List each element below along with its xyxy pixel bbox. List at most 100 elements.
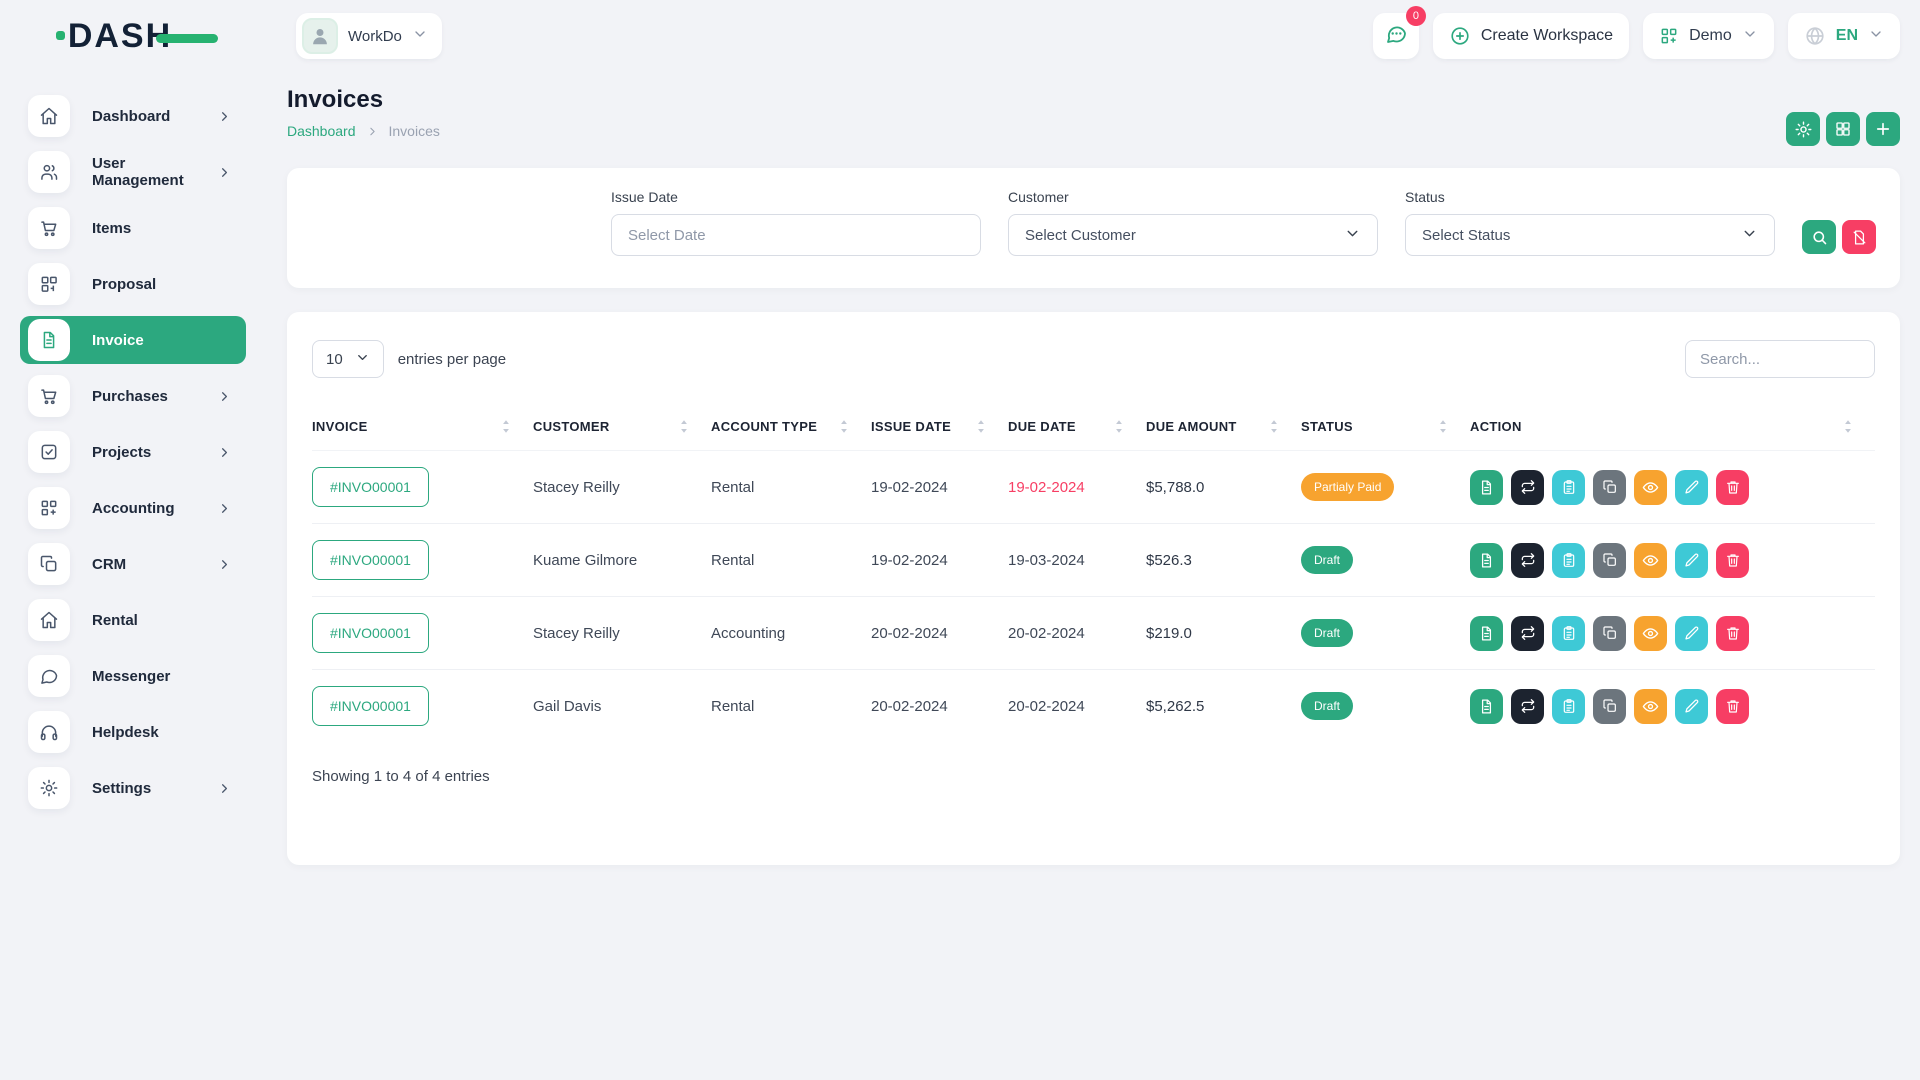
status-label: Status bbox=[1405, 189, 1445, 205]
customer-selected-value: Select Customer bbox=[1025, 226, 1136, 244]
logo-accent-dot bbox=[55, 30, 65, 40]
sort-icon bbox=[1114, 418, 1124, 435]
invoice-pdf-button[interactable] bbox=[1470, 688, 1503, 724]
invoice-pdf-button[interactable] bbox=[1470, 469, 1503, 505]
language-dropdown[interactable]: EN bbox=[1787, 13, 1900, 59]
delete-button[interactable] bbox=[1716, 542, 1749, 578]
column-header-due-date[interactable]: DUE DATE bbox=[1008, 418, 1146, 435]
duplicate-button[interactable] bbox=[1593, 542, 1626, 578]
table-row: #INVO00001 Stacey Reilly Rental 19-02-20… bbox=[312, 450, 1875, 523]
edit-button[interactable] bbox=[1675, 542, 1708, 578]
invoice-number-link[interactable]: #INVO00001 bbox=[312, 467, 429, 507]
sidebar-item-user-management[interactable]: User Management bbox=[20, 148, 246, 196]
chevron-right-icon bbox=[217, 389, 232, 404]
sidebar-item-settings[interactable]: Settings bbox=[20, 764, 246, 812]
entries-per-page-label: entries per page bbox=[397, 350, 507, 368]
language-label: EN bbox=[1835, 27, 1858, 44]
column-header-invoice[interactable]: INVOICE bbox=[312, 418, 533, 435]
convert-invoice-button[interactable] bbox=[1511, 469, 1544, 505]
table-search-input[interactable] bbox=[1685, 340, 1875, 378]
entries-per-page-select[interactable]: 10 bbox=[312, 340, 384, 378]
convert-invoice-button[interactable] bbox=[1511, 542, 1544, 578]
sidebar-item-label: Accounting bbox=[92, 499, 175, 517]
demo-workspace-dropdown[interactable]: Demo bbox=[1643, 13, 1774, 59]
view-button[interactable] bbox=[1634, 688, 1667, 724]
create-invoice-button[interactable] bbox=[1866, 112, 1900, 146]
row-actions bbox=[1470, 688, 1875, 724]
credit-note-button[interactable] bbox=[1552, 615, 1585, 651]
delete-button[interactable] bbox=[1716, 688, 1749, 724]
sidebar-item-invoice[interactable]: Invoice bbox=[20, 316, 246, 364]
logo-text: DASH bbox=[67, 16, 173, 55]
repeat-icon bbox=[1520, 552, 1536, 568]
status-select[interactable]: Select Status bbox=[1405, 214, 1775, 256]
file-icon bbox=[1478, 479, 1495, 496]
sidebar-item-items[interactable]: Items bbox=[20, 204, 246, 252]
search-icon bbox=[1811, 229, 1828, 246]
delete-button[interactable] bbox=[1716, 615, 1749, 651]
reset-filter-button[interactable] bbox=[1842, 220, 1876, 254]
column-header-customer[interactable]: CUSTOMER bbox=[533, 418, 711, 435]
issue-date-input[interactable]: Select Date bbox=[611, 214, 981, 256]
delete-button[interactable] bbox=[1716, 469, 1749, 505]
app-logo[interactable]: DASH bbox=[20, 17, 266, 56]
sidebar-item-purchases[interactable]: Purchases bbox=[20, 372, 246, 420]
column-header-due-amount[interactable]: DUE AMOUNT bbox=[1146, 418, 1301, 435]
sidebar-item-crm[interactable]: CRM bbox=[20, 540, 246, 588]
credit-note-button[interactable] bbox=[1552, 469, 1585, 505]
invoice-number-link[interactable]: #INVO00001 bbox=[312, 540, 429, 580]
invoice-number-link[interactable]: #INVO00001 bbox=[312, 686, 429, 726]
notifications-button[interactable]: 0 bbox=[1372, 6, 1426, 59]
view-button[interactable] bbox=[1634, 469, 1667, 505]
repeat-icon bbox=[1520, 625, 1536, 641]
column-header-action[interactable]: ACTION bbox=[1470, 418, 1875, 435]
invoice-pdf-button[interactable] bbox=[1470, 542, 1503, 578]
invoice-pdf-button[interactable] bbox=[1470, 615, 1503, 651]
clipboard-icon bbox=[1561, 479, 1577, 495]
breadcrumb-dashboard-link[interactable]: Dashboard bbox=[287, 123, 356, 139]
sidebar-item-accounting[interactable]: Accounting bbox=[20, 484, 246, 532]
column-header-issue-date[interactable]: ISSUE DATE bbox=[871, 418, 1008, 435]
grid-view-button[interactable] bbox=[1826, 112, 1860, 146]
view-button[interactable] bbox=[1634, 542, 1667, 578]
sidebar-item-label: Proposal bbox=[92, 275, 157, 293]
edit-button[interactable] bbox=[1675, 615, 1708, 651]
convert-invoice-button[interactable] bbox=[1511, 615, 1544, 651]
edit-button[interactable] bbox=[1675, 688, 1708, 724]
sidebar-item-projects[interactable]: Projects bbox=[20, 428, 246, 476]
view-button[interactable] bbox=[1634, 615, 1667, 651]
invoice-number-link[interactable]: #INVO00001 bbox=[312, 613, 429, 653]
eye-icon bbox=[1642, 479, 1659, 496]
row-actions bbox=[1470, 615, 1875, 651]
message-icon bbox=[28, 655, 70, 697]
sidebar-item-proposal[interactable]: Proposal bbox=[20, 260, 246, 308]
chevron-right-icon bbox=[217, 109, 232, 124]
credit-note-button[interactable] bbox=[1552, 542, 1585, 578]
invoice-settings-button[interactable] bbox=[1786, 112, 1820, 146]
create-workspace-button[interactable]: Create Workspace bbox=[1432, 13, 1630, 59]
sidebar-item-helpdesk[interactable]: Helpdesk bbox=[20, 708, 246, 756]
credit-note-button[interactable] bbox=[1552, 688, 1585, 724]
invoice-file-icon bbox=[28, 319, 70, 361]
sidebar-item-label: Invoice bbox=[92, 331, 144, 349]
customer-select[interactable]: Select Customer bbox=[1008, 214, 1378, 256]
trash-icon bbox=[1725, 625, 1741, 641]
duplicate-button[interactable] bbox=[1593, 615, 1626, 651]
duplicate-button[interactable] bbox=[1593, 688, 1626, 724]
edit-button[interactable] bbox=[1675, 469, 1708, 505]
pencil-icon bbox=[1684, 698, 1700, 714]
demo-label: Demo bbox=[1689, 27, 1732, 44]
sidebar-item-rental[interactable]: Rental bbox=[20, 596, 246, 644]
column-header-status[interactable]: STATUS bbox=[1301, 418, 1470, 435]
workspace-switcher[interactable]: WorkDo bbox=[296, 13, 442, 59]
duplicate-button[interactable] bbox=[1593, 469, 1626, 505]
breadcrumb: Dashboard Invoices bbox=[287, 123, 440, 139]
trash-icon bbox=[1725, 479, 1741, 495]
apply-filter-button[interactable] bbox=[1802, 220, 1836, 254]
sidebar-item-dashboard[interactable]: Dashboard bbox=[20, 92, 246, 140]
column-header-account-type[interactable]: ACCOUNT TYPE bbox=[711, 418, 871, 435]
convert-invoice-button[interactable] bbox=[1511, 688, 1544, 724]
chevron-right-icon bbox=[217, 557, 232, 572]
eye-icon bbox=[1642, 698, 1659, 715]
sidebar-item-messenger[interactable]: Messenger bbox=[20, 652, 246, 700]
